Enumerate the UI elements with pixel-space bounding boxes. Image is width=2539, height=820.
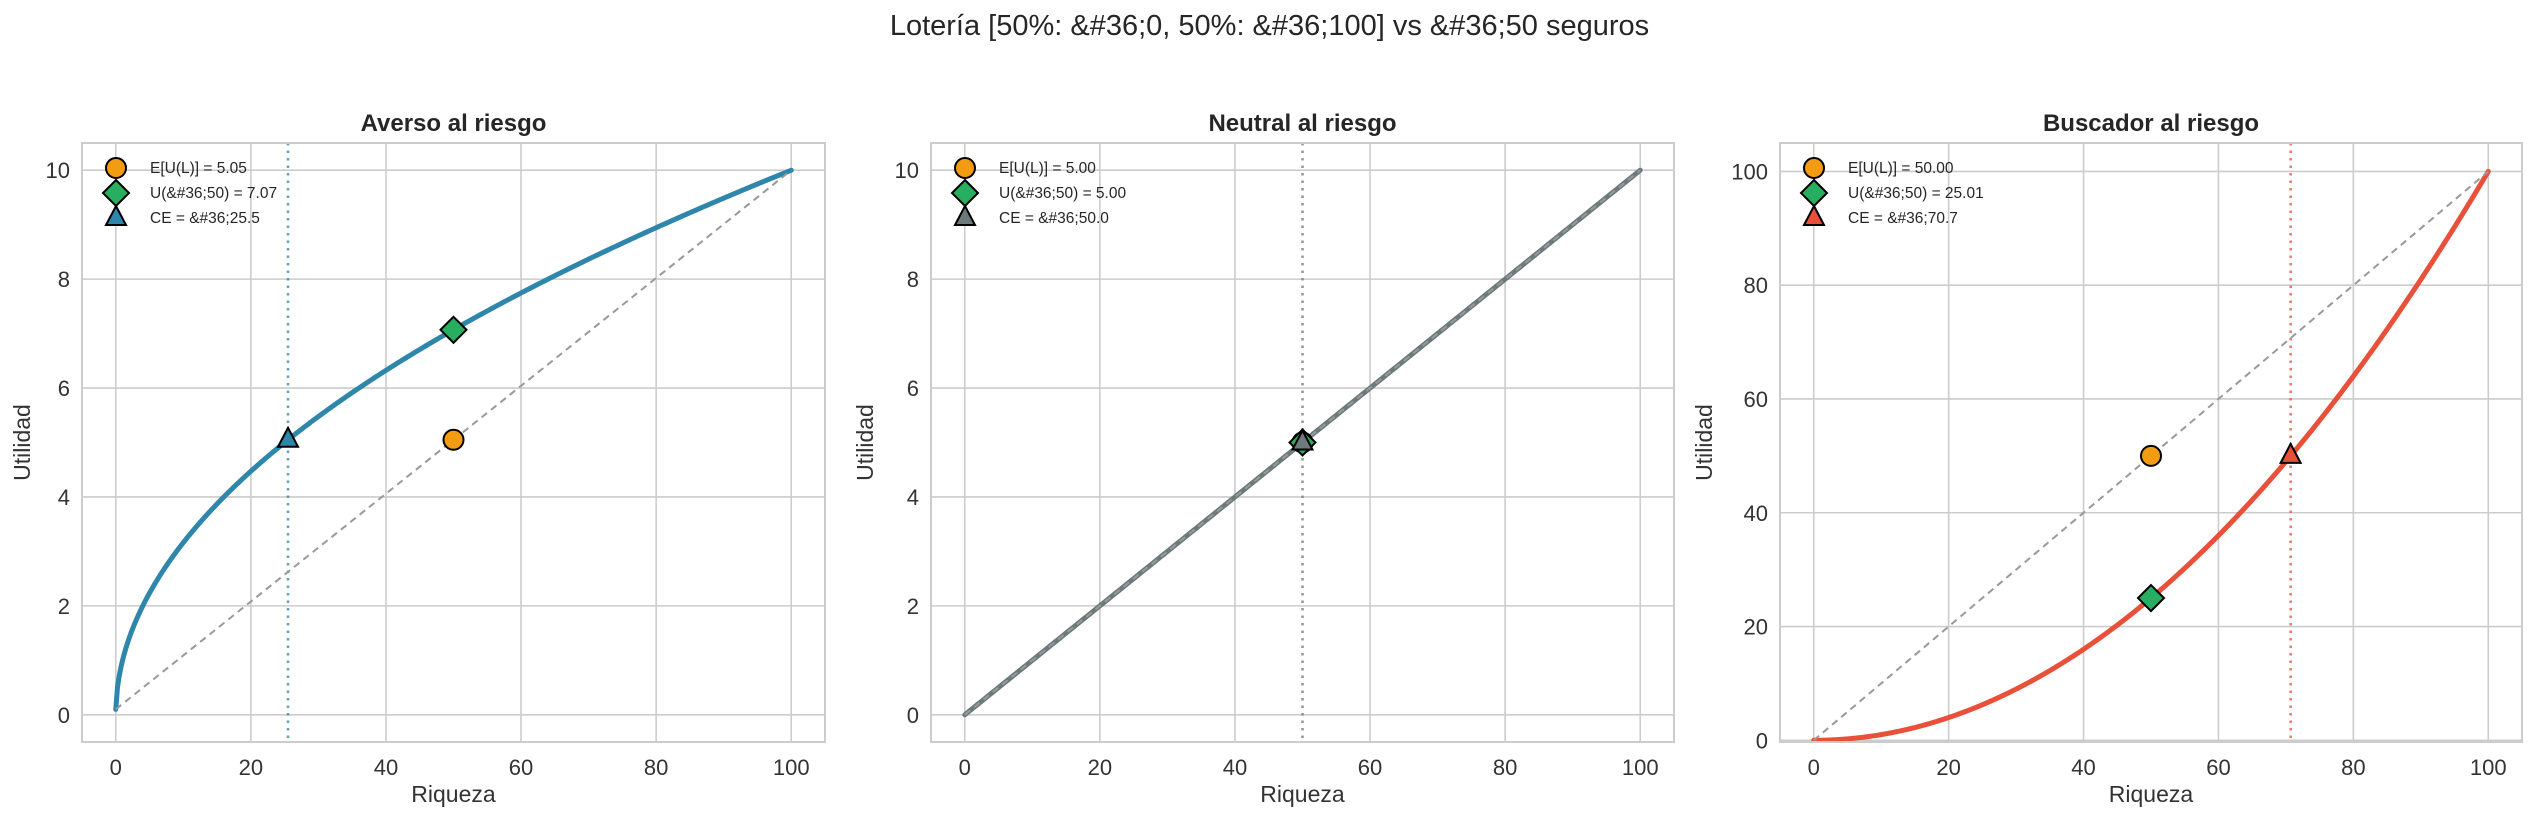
- x-tick-label: 60: [2206, 755, 2230, 780]
- legend-utility-sure-icon: [101, 178, 131, 208]
- y-tick-label: 2: [58, 594, 70, 619]
- x-tick-label: 0: [1808, 755, 1820, 780]
- y-tick-label: 4: [58, 485, 70, 510]
- subplot-seeker: 0 20 40 60 80 100 0 20 40 60 80 100 Riqueza Utilidad B…: [1691, 110, 2523, 807]
- y-tick-label: 60: [1744, 387, 1768, 412]
- subplot-title: Averso al riesgo: [361, 110, 547, 137]
- x-tick-label: 40: [2071, 755, 2095, 780]
- x-axis-label: Riqueza: [2109, 781, 2194, 807]
- legend: E[U(L)] = 5.00 U(&#36;50) = 5.00 CE = &#36…: [950, 157, 1126, 227]
- y-tick-label: 0: [907, 703, 919, 728]
- figure-title: Lotería [50%: &#36;0, 50%: &#36;100] vs …: [889, 10, 1650, 42]
- certainty-equivalent-marker: [276, 425, 300, 448]
- legend-label: CE = &#36;50.0: [999, 210, 1109, 227]
- x-tick-label: 0: [959, 755, 971, 780]
- x-tick-label: 100: [773, 755, 810, 780]
- legend-expected-utility-icon: [954, 157, 976, 179]
- grid: [82, 143, 825, 742]
- y-axis-label: Utilidad: [852, 404, 878, 481]
- utility-sure-marker: [439, 315, 468, 345]
- y-tick-label: 10: [895, 158, 919, 183]
- y-tick-label: 6: [907, 376, 919, 401]
- x-tick-label: 60: [1358, 755, 1382, 780]
- utility-sure-marker: [2136, 583, 2166, 613]
- x-tick-label: 20: [239, 755, 263, 780]
- x-tick-label: 0: [110, 755, 122, 780]
- y-tick-label: 6: [58, 376, 70, 401]
- x-tick-label: 20: [1088, 755, 1112, 780]
- y-tick-label: 0: [1756, 728, 1768, 753]
- legend-label: E[U(L)] = 5.00: [999, 160, 1096, 177]
- expected-utility-marker: [442, 428, 465, 451]
- grid: [931, 143, 1674, 742]
- legend-utility-sure-icon: [1799, 178, 1829, 208]
- x-tick-label: 80: [2341, 755, 2365, 780]
- y-tick-label: 8: [58, 267, 70, 292]
- grid: [1780, 143, 2522, 742]
- certainty-equivalent-marker: [1290, 428, 1315, 451]
- legend-label: U(&#36;50) = 7.07: [150, 185, 277, 202]
- y-tick-label: 4: [907, 485, 919, 510]
- y-tick-label: 10: [46, 158, 70, 183]
- legend-expected-utility-icon: [1803, 157, 1825, 179]
- axes-frame: [81, 142, 826, 743]
- legend-certainty-equivalent-icon: [953, 203, 977, 226]
- expected-utility-marker: [2140, 444, 2162, 467]
- x-axis-label: Riqueza: [1260, 781, 1345, 807]
- subplot-averse: 0 20 40 60 80 100 0 2 4 6 8 10 Riqueza Utilidad Averso…: [9, 110, 826, 807]
- legend: E[U(L)] = 5.05 U(&#36;50) = 7.07 CE = &#36…: [101, 157, 277, 227]
- legend-label: E[U(L)] = 50.00: [1848, 160, 1954, 177]
- linear-reference-line: [1813, 170, 2489, 742]
- legend-label: CE = &#36;25.5: [150, 210, 260, 227]
- x-tick-label: 40: [374, 755, 398, 780]
- x-tick-label: 80: [644, 755, 668, 780]
- legend-expected-utility-icon: [105, 157, 127, 179]
- legend-label: U(&#36;50) = 25.01: [1848, 185, 1984, 202]
- y-axis-label: Utilidad: [9, 404, 35, 481]
- x-tick-label: 80: [1493, 755, 1517, 780]
- y-axis-label: Utilidad: [1691, 404, 1717, 481]
- subplot-neutral: 0 20 40 60 80 100 0 2 4 6 8 10 Riqueza Utilidad Neutra…: [852, 110, 1675, 807]
- subplot-title: Neutral al riesgo: [1208, 110, 1396, 137]
- legend-utility-sure-icon: [950, 178, 980, 208]
- y-tick-label: 100: [1731, 159, 1768, 184]
- legend-certainty-equivalent-icon: [1802, 203, 1826, 226]
- legend-label: U(&#36;50) = 5.00: [999, 185, 1126, 202]
- legend: E[U(L)] = 50.00 U(&#36;50) = 25.01 CE = &#…: [1799, 157, 1984, 227]
- y-tick-label: 40: [1744, 501, 1768, 526]
- y-tick-label: 20: [1744, 615, 1768, 640]
- y-tick-label: 0: [58, 703, 70, 728]
- x-tick-label: 100: [1622, 755, 1659, 780]
- y-tick-label: 8: [907, 267, 919, 292]
- x-tick-label: 40: [1223, 755, 1247, 780]
- x-tick-label: 60: [509, 755, 533, 780]
- axes-frame: [930, 142, 1675, 743]
- legend-label: E[U(L)] = 5.05: [150, 160, 247, 177]
- x-tick-label: 100: [2470, 755, 2507, 780]
- legend-certainty-equivalent-icon: [104, 203, 128, 226]
- y-tick-label: 80: [1744, 273, 1768, 298]
- legend-label: CE = &#36;70.7: [1848, 210, 1958, 227]
- y-tick-label: 2: [907, 594, 919, 619]
- x-axis-label: Riqueza: [411, 781, 496, 807]
- x-tick-label: 20: [1936, 755, 1960, 780]
- subplot-title: Buscador al riesgo: [2043, 110, 2259, 137]
- axes-frame: [1779, 142, 2523, 743]
- certainty-equivalent-marker: [2278, 441, 2303, 464]
